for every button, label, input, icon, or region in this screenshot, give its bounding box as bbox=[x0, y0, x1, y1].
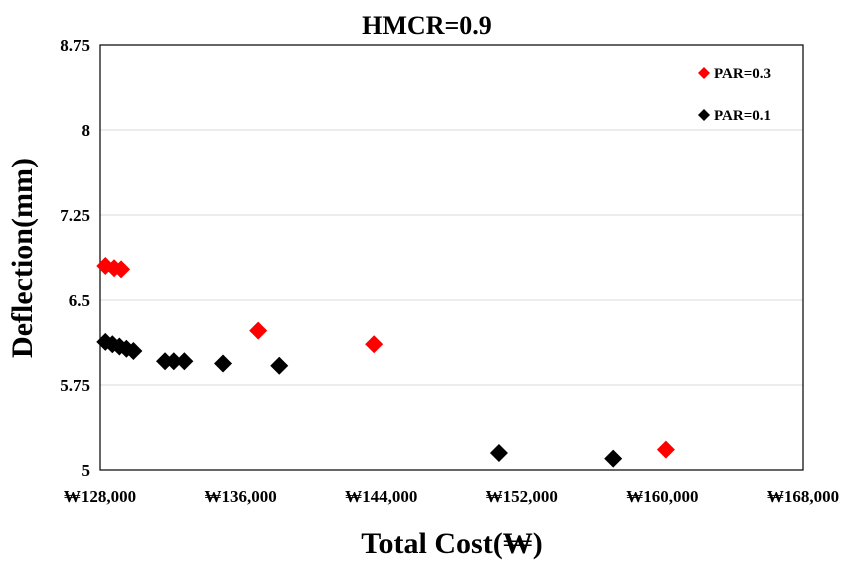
x-axis-ticks: ₩128,000 ₩136,000 ₩144,000 ₩152,000 ₩160,000… bbox=[64, 487, 839, 506]
x-tick-label: ₩152,000 bbox=[486, 487, 558, 506]
chart-title: HMCR=0.9 bbox=[362, 11, 492, 40]
data-point-par-0-3 bbox=[249, 321, 268, 340]
y-tick-label: 6.5 bbox=[69, 291, 90, 310]
y-axis-title: Deflection(mm) bbox=[6, 158, 39, 358]
data-point-par-0-3 bbox=[112, 260, 131, 279]
data-point-par-0-1 bbox=[270, 356, 289, 375]
x-axis-title: Total Cost(₩) bbox=[361, 527, 542, 560]
legend-marker bbox=[698, 67, 710, 79]
data-point-par-0-3 bbox=[656, 440, 675, 459]
x-tick-label: ₩168,000 bbox=[767, 487, 839, 506]
data-points bbox=[96, 257, 675, 468]
legend-marker bbox=[698, 109, 710, 121]
data-point-par-0-3 bbox=[365, 335, 384, 354]
data-point-par-0-1 bbox=[489, 444, 508, 462]
data-point-par-0-1 bbox=[124, 342, 143, 360]
y-tick-label: 5 bbox=[82, 461, 91, 480]
grid-lines bbox=[100, 129, 803, 386]
data-point-par-0-1 bbox=[604, 449, 623, 468]
y-tick-label: 5.75 bbox=[60, 376, 90, 395]
y-axis-ticks: 5 5.75 6.5 7.25 8 8.75 bbox=[60, 36, 90, 480]
legend: PAR=0.3 PAR=0.1 bbox=[698, 66, 771, 124]
data-point-par-0-1 bbox=[175, 352, 194, 371]
x-tick-label: ₩136,000 bbox=[204, 487, 276, 506]
data-point-par-0-1 bbox=[214, 354, 233, 373]
legend-label: PAR=0.1 bbox=[714, 108, 771, 124]
legend-label: PAR=0.3 bbox=[714, 66, 771, 82]
data-point-par-0-1 bbox=[164, 352, 183, 371]
y-tick-label: 8 bbox=[82, 121, 91, 140]
x-tick-label: ₩144,000 bbox=[345, 487, 417, 506]
x-tick-label: ₩160,000 bbox=[626, 487, 698, 506]
data-point-par-0-1 bbox=[110, 337, 129, 356]
y-tick-label: 8.75 bbox=[60, 36, 90, 55]
plot-area bbox=[99, 44, 804, 471]
y-tick-label: 7.25 bbox=[60, 206, 90, 225]
x-tick-label: ₩128,000 bbox=[64, 487, 136, 506]
